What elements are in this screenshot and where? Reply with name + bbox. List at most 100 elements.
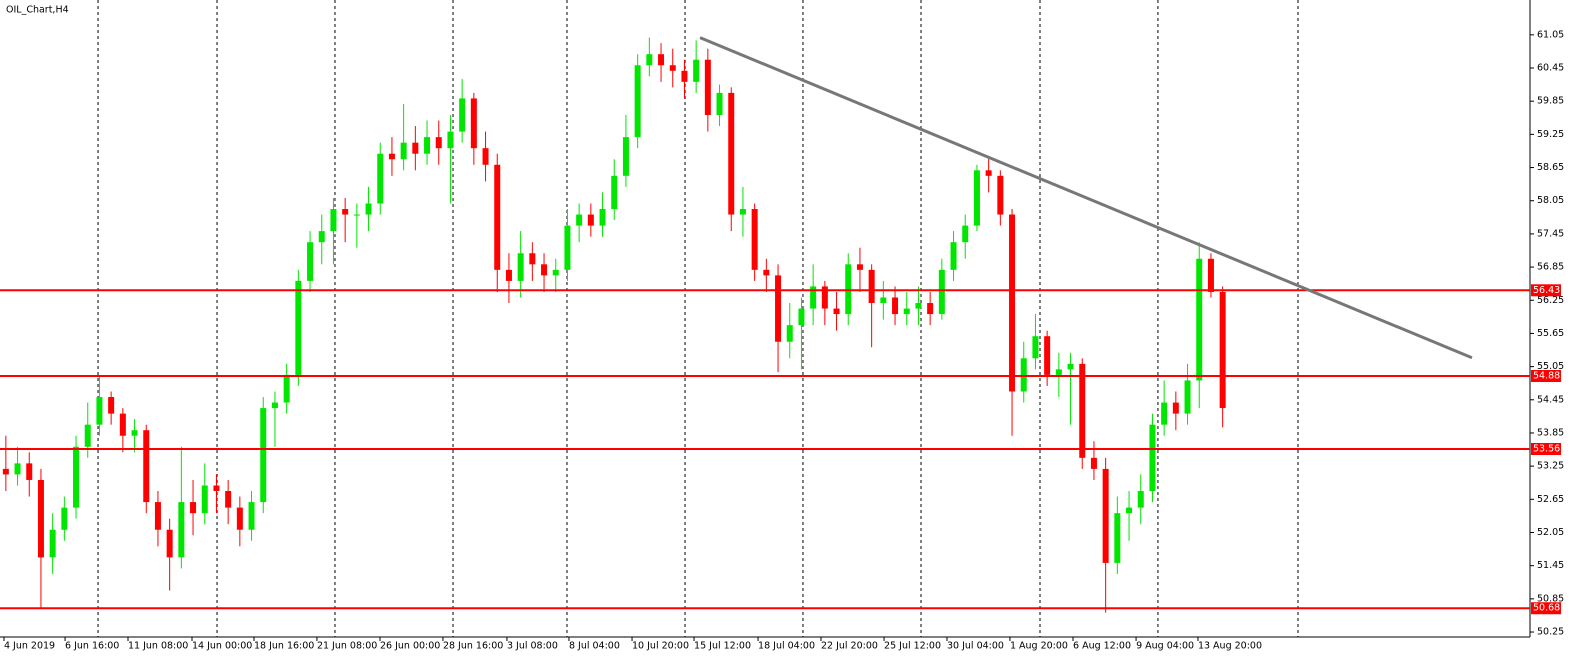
candle-body xyxy=(166,529,173,558)
candle-body xyxy=(447,131,454,149)
candle-body xyxy=(318,231,325,243)
y-tick-label: 53.25 xyxy=(1537,461,1564,472)
x-tick-label: 25 Jul 12:00 xyxy=(884,641,941,652)
y-tick-label: 52.65 xyxy=(1537,494,1564,505)
candle-body xyxy=(154,502,161,530)
candle-body xyxy=(1079,363,1086,458)
candle-body xyxy=(962,225,969,243)
candle-body xyxy=(1020,358,1027,392)
candle-body xyxy=(73,446,80,508)
candle-body xyxy=(728,92,735,215)
candle-body xyxy=(704,59,711,116)
x-tick-label: 13 Aug 20:00 xyxy=(1198,641,1262,652)
candle-body xyxy=(856,264,863,270)
y-tick-label: 55.05 xyxy=(1537,361,1564,372)
x-tick-label: 3 Jul 08:00 xyxy=(507,641,558,652)
candle-body xyxy=(786,325,793,342)
candle-body xyxy=(353,214,360,216)
candle-body xyxy=(435,137,442,149)
candle-body xyxy=(505,269,512,281)
candle-body xyxy=(201,485,208,514)
candle-body xyxy=(342,209,349,215)
y-tick-label: 60.45 xyxy=(1537,63,1564,74)
candle-body xyxy=(1172,402,1179,414)
candle-body xyxy=(470,98,477,149)
candle-body xyxy=(833,308,840,315)
candle-body xyxy=(1149,424,1156,492)
candle-body xyxy=(213,485,220,492)
x-tick-label: 28 Jun 16:00 xyxy=(443,641,503,652)
candle-body xyxy=(564,225,571,270)
candle-body xyxy=(190,502,197,514)
x-tick-label: 18 Jun 16:00 xyxy=(254,641,314,652)
x-tick-label: 11 Jun 08:00 xyxy=(128,641,188,652)
candle-body xyxy=(14,463,21,475)
x-tick-label: 1 Aug 20:00 xyxy=(1010,641,1068,652)
y-tick-label: 52.05 xyxy=(1537,527,1564,538)
candle-body xyxy=(1184,380,1191,414)
level-label: 50.68 xyxy=(1533,603,1560,614)
candle-body xyxy=(529,253,536,265)
candle-body xyxy=(1009,214,1016,392)
candle-body xyxy=(494,164,501,270)
candle-body xyxy=(622,137,629,176)
candle-body xyxy=(1102,468,1109,563)
candle-body xyxy=(763,269,770,276)
candle-body xyxy=(119,413,126,436)
x-tick-label: 22 Jul 20:00 xyxy=(821,641,878,652)
y-tick-label: 50.25 xyxy=(1537,627,1564,638)
y-tick-label: 59.85 xyxy=(1537,96,1564,107)
candle-body xyxy=(868,269,875,304)
level-label: 53.56 xyxy=(1533,443,1560,454)
x-tick-label: 30 Jul 04:00 xyxy=(947,641,1004,652)
candle-body xyxy=(634,65,641,138)
level-label: 54.88 xyxy=(1533,371,1560,382)
level-label-box xyxy=(1531,442,1561,455)
candle-body xyxy=(1055,369,1062,375)
x-tick-label: 9 Aug 04:00 xyxy=(1136,641,1194,652)
candle-body xyxy=(1219,291,1226,409)
candle-body xyxy=(880,297,887,304)
candle-body xyxy=(681,70,688,82)
x-tick-label: 4 Jun 2019 xyxy=(4,641,55,652)
y-tick-label: 53.85 xyxy=(1537,427,1564,438)
candle-body xyxy=(576,214,583,226)
y-tick-label: 54.45 xyxy=(1537,394,1564,405)
candle-body xyxy=(377,153,384,204)
y-tick-label: 59.25 xyxy=(1537,129,1564,140)
candle-body xyxy=(669,65,676,71)
x-tick-label: 8 Jul 04:00 xyxy=(569,641,620,652)
candle-body xyxy=(459,98,466,132)
candle-body xyxy=(1126,507,1133,514)
level-label-box xyxy=(1531,370,1561,383)
chart-title: OIL_Chart,H4 xyxy=(6,5,69,16)
candle-body xyxy=(1032,336,1039,359)
candle-body xyxy=(482,148,489,165)
y-tick-label: 56.25 xyxy=(1537,295,1564,306)
candle-body xyxy=(37,479,44,558)
x-tick-label: 21 Jun 08:00 xyxy=(317,641,377,652)
candle-body xyxy=(1137,491,1144,508)
candle-body xyxy=(2,468,9,475)
candle-body xyxy=(271,402,278,409)
candle-body xyxy=(1067,363,1074,370)
candle-body xyxy=(178,502,185,558)
candle-body xyxy=(541,264,548,276)
candle-body xyxy=(739,209,746,215)
level-label-box xyxy=(1531,602,1561,615)
candle-body xyxy=(424,137,431,154)
trendline xyxy=(699,36,1473,360)
y-tick-label: 55.65 xyxy=(1537,328,1564,339)
y-tick-label: 58.05 xyxy=(1537,195,1564,206)
x-tick-label: 15 Jul 12:00 xyxy=(694,641,751,652)
candle-body xyxy=(26,463,33,480)
candle-body xyxy=(997,175,1004,215)
candle-body xyxy=(61,507,68,530)
candle-body xyxy=(973,170,980,226)
candle-body xyxy=(96,397,103,425)
x-tick-label: 26 Jun 00:00 xyxy=(380,641,440,652)
candle-body xyxy=(49,529,56,558)
candle-body xyxy=(283,374,290,403)
